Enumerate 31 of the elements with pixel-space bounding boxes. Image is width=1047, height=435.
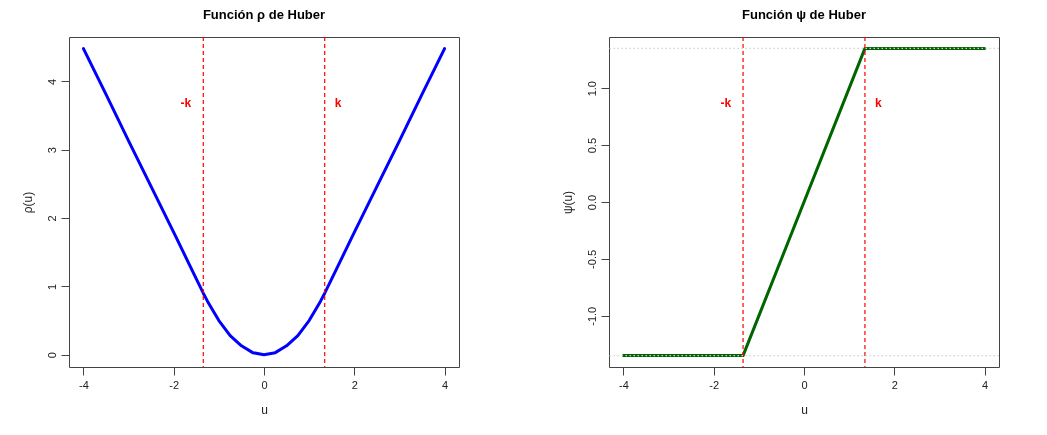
y-axis-title: ρ(u) bbox=[20, 191, 35, 214]
y-tick-label: 2 bbox=[45, 215, 58, 222]
x-tick-label: -2 bbox=[169, 378, 180, 391]
x-tick-label: 4 bbox=[981, 378, 989, 391]
y-axis-title: ψ(u) bbox=[560, 190, 575, 215]
ref-line-label: k bbox=[334, 96, 342, 110]
ref-line-label: -k bbox=[180, 96, 192, 110]
y-tick-label: 1.0 bbox=[585, 81, 598, 97]
x-axis-title: u bbox=[261, 402, 268, 417]
y-tick-label: 3 bbox=[45, 147, 58, 154]
y-tick-label: 4 bbox=[45, 78, 58, 85]
x-tick-label: -4 bbox=[79, 378, 89, 391]
y-tick-label: -0.5 bbox=[585, 249, 598, 269]
x-tick-label: 2 bbox=[891, 378, 898, 391]
x-tick-label: -2 bbox=[709, 378, 720, 391]
y-tick-label: 0.0 bbox=[585, 194, 598, 211]
x-tick-label: 0 bbox=[261, 378, 268, 391]
x-axis-title: u bbox=[801, 402, 808, 417]
line-series bbox=[81, 47, 447, 357]
y-tick-label: -1.0 bbox=[585, 306, 598, 326]
x-tick-label: 4 bbox=[441, 378, 449, 391]
x-tick-label: 2 bbox=[351, 378, 358, 391]
chart-title: Función ρ de Huber bbox=[202, 7, 326, 23]
ref-line-label: -k bbox=[720, 96, 732, 110]
x-tick-label: -4 bbox=[619, 378, 629, 391]
chart-title: Función ψ de Huber bbox=[742, 7, 866, 23]
ref-line-label: k bbox=[874, 96, 882, 110]
y-tick-label: 0 bbox=[45, 352, 58, 359]
y-tick-label: 1 bbox=[45, 283, 58, 290]
x-tick-label: 0 bbox=[801, 378, 808, 391]
y-tick-label: 0.5 bbox=[585, 137, 598, 154]
